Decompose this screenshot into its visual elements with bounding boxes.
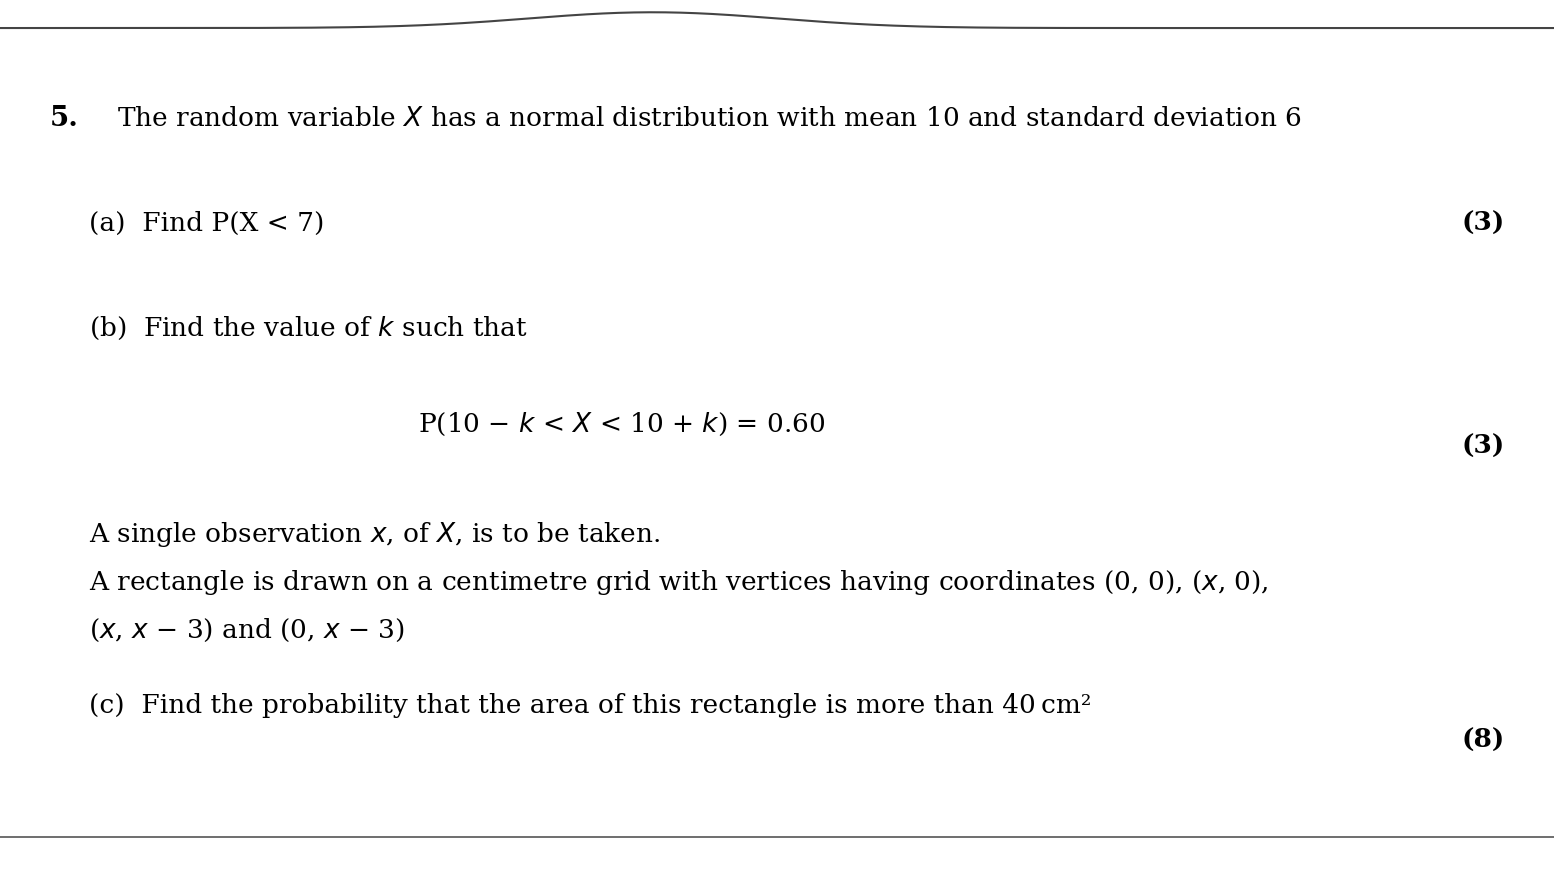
Text: A single observation $x$, of $X$, is to be taken.: A single observation $x$, of $X$, is to … bbox=[89, 519, 660, 549]
Text: (a)  Find P(X < 7): (a) Find P(X < 7) bbox=[89, 211, 323, 236]
Text: 5.: 5. bbox=[50, 105, 79, 131]
Text: (3): (3) bbox=[1461, 434, 1504, 459]
Text: ($x$, $x$ − 3) and (0, $x$ − 3): ($x$, $x$ − 3) and (0, $x$ − 3) bbox=[89, 617, 404, 645]
Text: (8): (8) bbox=[1461, 728, 1504, 752]
Text: (3): (3) bbox=[1461, 211, 1504, 236]
Text: (b)  Find the value of $k$ such that: (b) Find the value of $k$ such that bbox=[89, 314, 527, 343]
Text: P(10 − $k$ < $X$ < 10 + $k$) = 0.60: P(10 − $k$ < $X$ < 10 + $k$) = 0.60 bbox=[418, 411, 825, 439]
Text: The random variable $X$ has a normal distribution with mean 10 and standard devi: The random variable $X$ has a normal dis… bbox=[117, 106, 1301, 131]
Text: (c)  Find the probability that the area of this rectangle is more than 40 cm²: (c) Find the probability that the area o… bbox=[89, 693, 1091, 717]
Text: A rectangle is drawn on a centimetre grid with vertices having coordinates (0, 0: A rectangle is drawn on a centimetre gri… bbox=[89, 568, 1268, 597]
